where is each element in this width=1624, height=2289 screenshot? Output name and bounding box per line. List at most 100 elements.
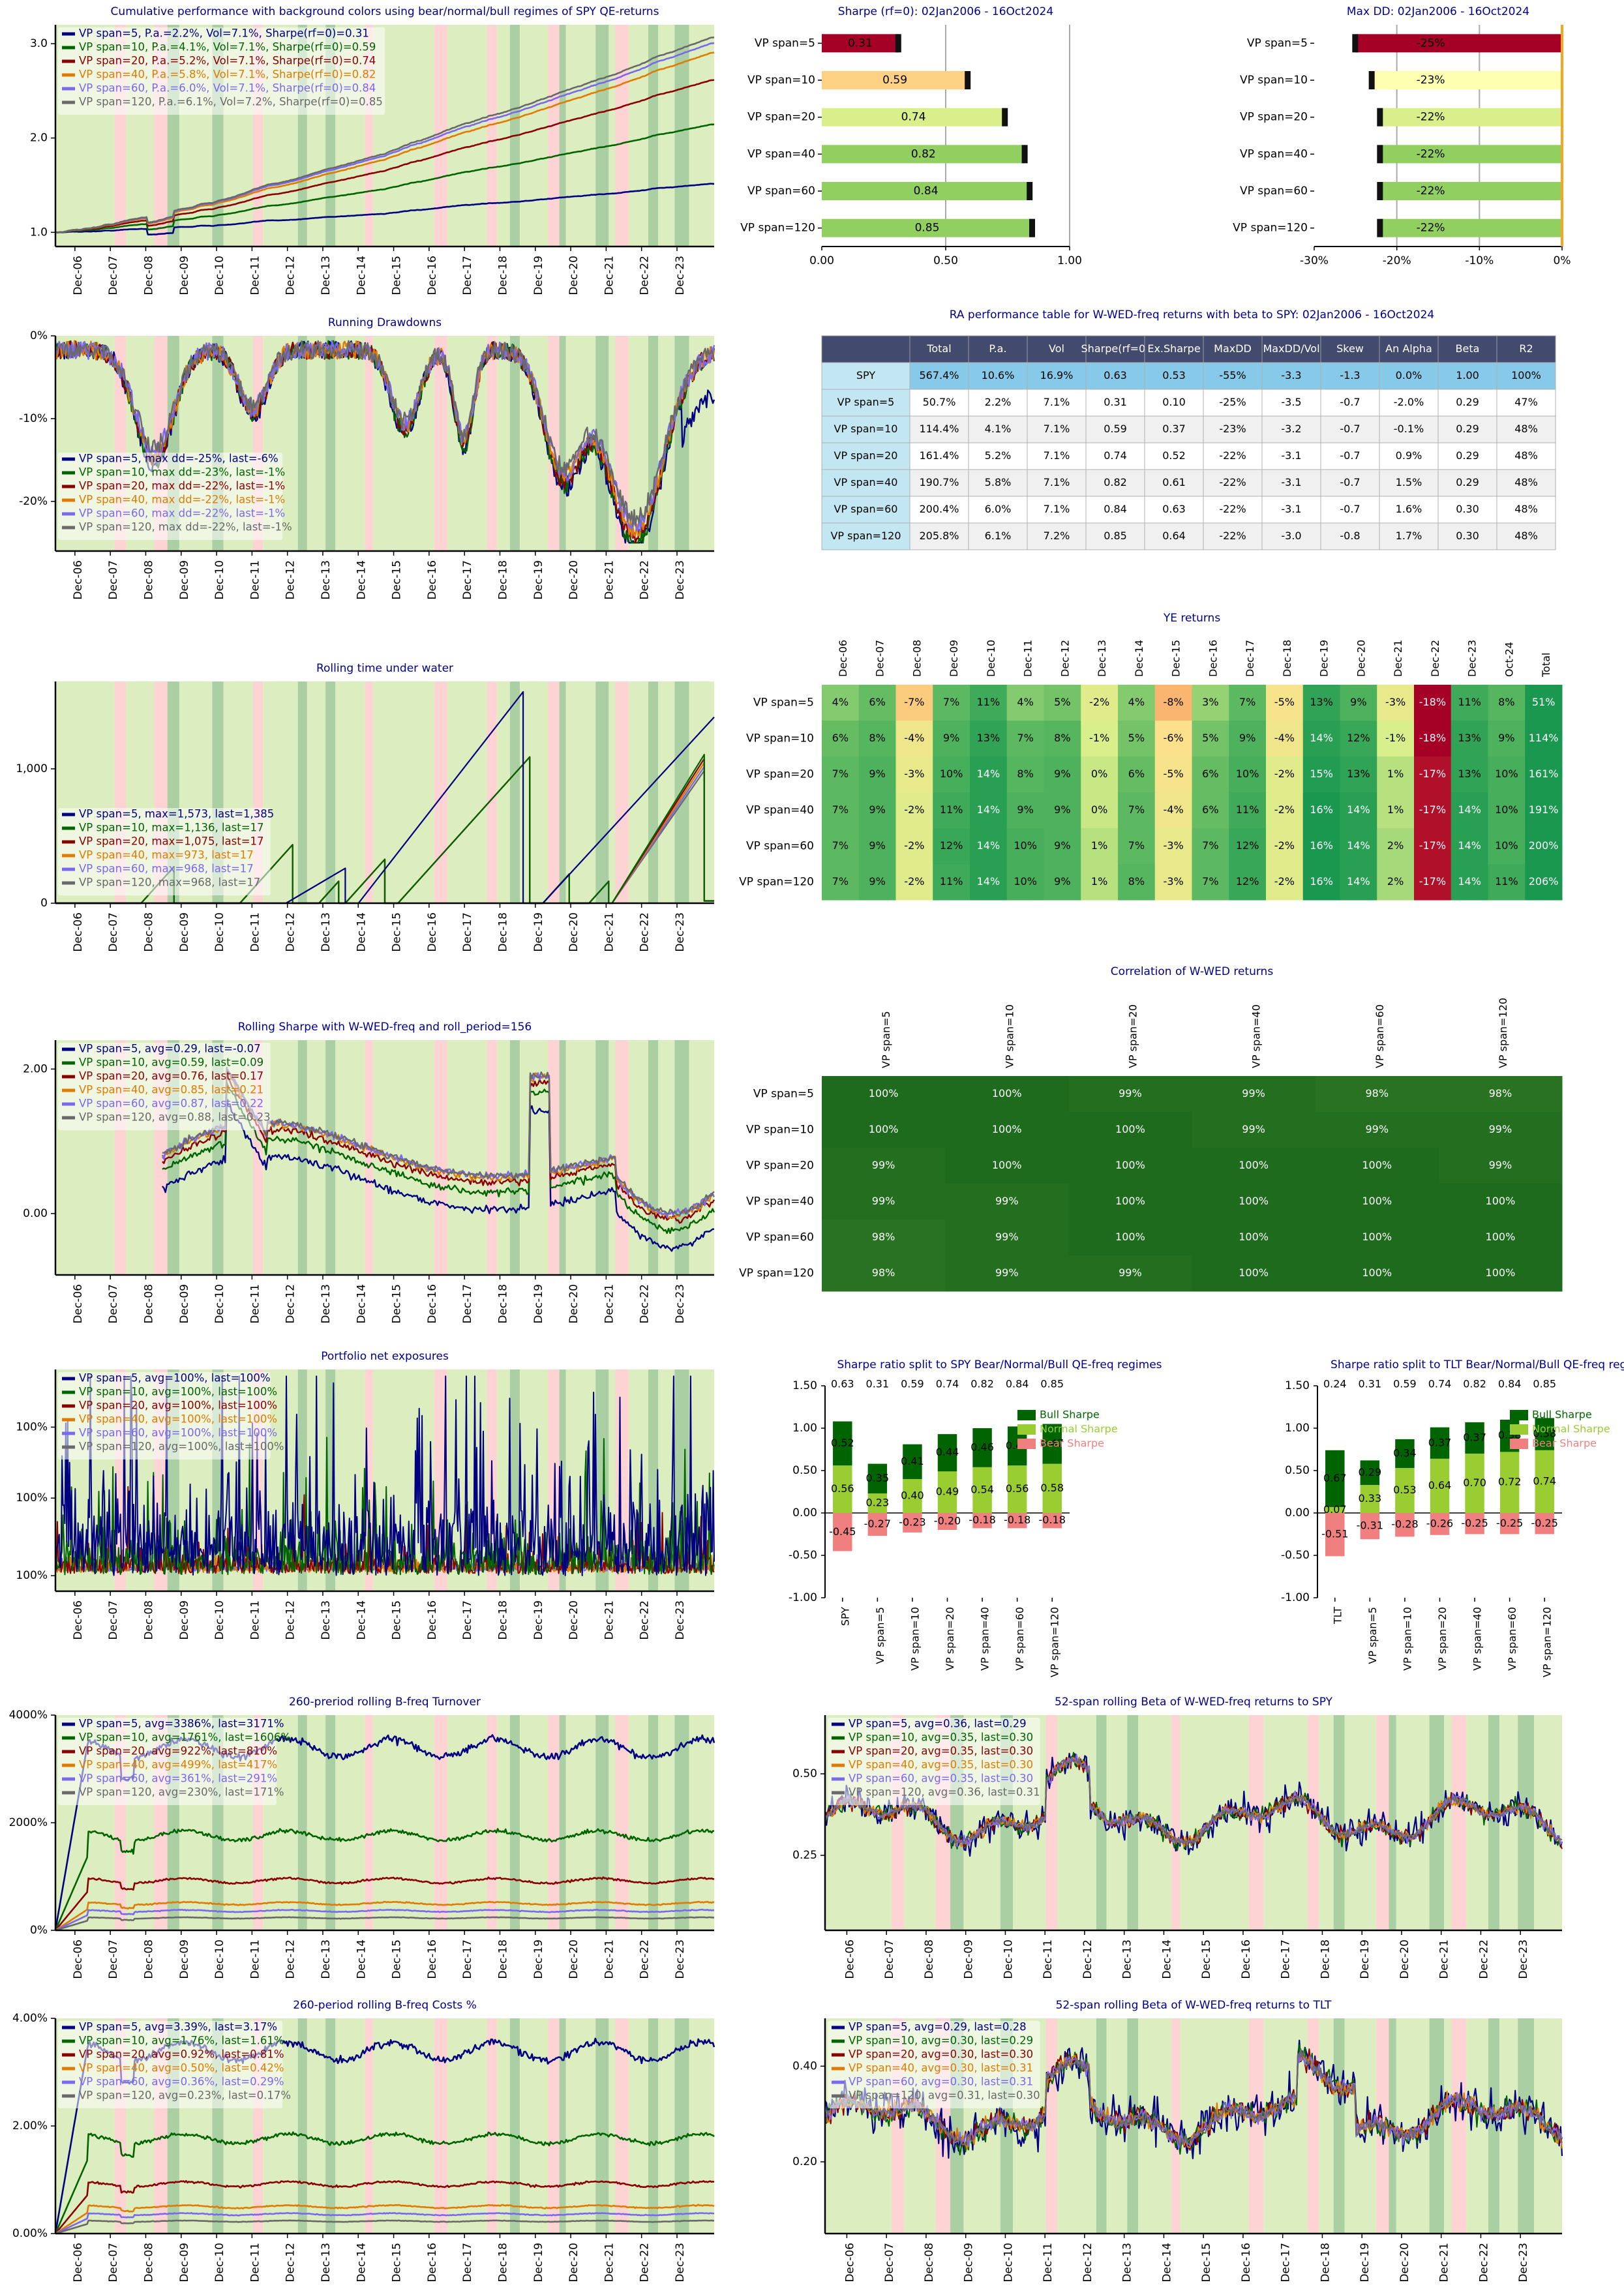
heatmap-cell — [822, 1255, 946, 1292]
table-cell — [1320, 362, 1380, 390]
y-tick-label: 1.00 — [792, 1422, 817, 1435]
regime-band — [487, 2018, 497, 2234]
table-cell-value: 0.29 — [1456, 449, 1479, 462]
regime-band — [487, 1040, 497, 1275]
regime-band — [559, 1369, 566, 1591]
regime-band — [615, 1040, 629, 1275]
table-header-cell — [1085, 335, 1145, 363]
heatmap-cell-value: 4% — [832, 696, 849, 708]
regime-band — [1333, 2018, 1345, 2234]
x-tick-label: SPY — [839, 1607, 851, 1626]
heatmap-cell — [858, 685, 896, 721]
heatmap-cell-value: 11% — [940, 875, 963, 888]
table-cell-value: 7.1% — [1044, 476, 1070, 488]
y-tick-label: -1.00 — [789, 1591, 817, 1604]
x-tick-label: Dec-18 — [496, 1600, 509, 1640]
heatmap-cell-value: -2% — [904, 803, 924, 816]
category-label: VP span=10 — [747, 74, 815, 87]
bar-value-label: -22% — [1417, 185, 1445, 198]
heatmap-cell-value: 100% — [1486, 1231, 1516, 1243]
column-label: Oct-24 — [1503, 642, 1515, 677]
regime-band — [1319, 2018, 1334, 2234]
beta-series-line — [824, 1756, 1563, 1848]
x-tick-label: Dec-11 — [248, 1939, 262, 1979]
y-tick-label: 1,000 — [16, 762, 48, 775]
y-tick-label: 4.00% — [12, 2012, 48, 2025]
table-cell — [1027, 522, 1087, 550]
heatmap-cell-value: 8% — [1054, 732, 1070, 744]
heatmap-cell — [1414, 864, 1452, 901]
table-cell — [1379, 389, 1439, 417]
x-tick-label: Dec-15 — [391, 2243, 404, 2282]
regime-band — [1333, 1715, 1345, 1930]
x-tick-label: Dec-08 — [142, 912, 155, 952]
heatmap-cell-value: 0% — [1091, 803, 1107, 816]
bull-sharpe-label: 0.38 — [1533, 1428, 1556, 1440]
table-cell-value: SPY — [856, 369, 875, 382]
heatmap-cell — [1340, 685, 1377, 721]
x-tick-label: Dec-21 — [1438, 1939, 1451, 1979]
table-header-cell — [1320, 335, 1380, 363]
legend-entry: VP span=120, avg=0.23%, last=0.17% — [79, 2089, 291, 2102]
table-cell-value: 50.7% — [923, 396, 956, 408]
heatmap-cell — [822, 1219, 946, 1256]
regime-band — [609, 25, 616, 247]
legend-entry: VP span=20, avg=0.30, last=0.30 — [849, 2048, 1033, 2061]
regime-band — [1248, 1715, 1264, 1930]
category-label: VP span=40 — [747, 147, 815, 160]
heatmap-cell-value: 14% — [1347, 803, 1370, 816]
table-cell-value: 0.29 — [1456, 396, 1479, 408]
bar-value-label: 0.59 — [882, 74, 907, 87]
column-label: Dec-07 — [874, 640, 886, 677]
panel-beta_spy: 0.25 0.50 Dec-06 Dec-07 Dec-08 Dec-09 Dec-10 De… — [792, 1715, 1563, 1979]
regime-band — [1389, 1715, 1396, 1930]
heatmap-cell — [1266, 828, 1304, 865]
x-tick-label: Dec-16 — [426, 1939, 439, 1979]
heatmap-cell — [970, 721, 1008, 757]
table-cell — [1203, 389, 1263, 417]
x-tick-label: Dec-12 — [284, 912, 297, 952]
cumperf-series-line — [55, 36, 715, 233]
heatmap-cell — [1192, 721, 1229, 757]
heatmap-cell — [1229, 864, 1267, 901]
table-header-label: MaxDD — [1214, 342, 1252, 355]
x-tick-label: Dec-09 — [178, 912, 191, 952]
heatmap-cell — [1438, 1112, 1563, 1148]
heatmap-cell-value: 100% — [869, 1123, 899, 1135]
heatmap-cell — [1488, 721, 1526, 757]
regime-band — [335, 681, 365, 903]
heatmap-cell-value: 100% — [1486, 1266, 1516, 1279]
heatmap-cell — [1192, 1112, 1316, 1148]
x-tick-label: VP span=10 — [909, 1607, 921, 1671]
heatmap-cell-value: -17% — [1419, 768, 1446, 780]
x-tick-label: Dec-07 — [107, 912, 120, 952]
table-cell — [1261, 496, 1321, 524]
heatmap-cell-value: 99% — [1242, 1123, 1265, 1135]
category-label: VP span=5 — [755, 37, 815, 50]
panel-tuw: 0 1,000 Dec-06 Dec-07 Dec-08 Dec-09 Dec-10 Dec-… — [16, 681, 715, 952]
heatmap-cell-value: 100% — [869, 1087, 899, 1100]
regime-band — [595, 2018, 609, 2234]
legend-box — [58, 808, 271, 895]
x-tick-label: Dec-13 — [320, 912, 333, 952]
heatmap-cell — [1229, 828, 1267, 865]
table-cell-value: 0.64 — [1162, 530, 1186, 542]
category-label: VP span=60 — [747, 185, 815, 198]
bar-value-label: 0.85 — [915, 222, 940, 235]
table-cell-value: -55% — [1219, 369, 1246, 382]
heatmap-cell — [1451, 792, 1488, 829]
x-tick-label: Dec-10 — [213, 2243, 226, 2282]
table-cell — [1496, 389, 1556, 417]
table-cell-value: 0.85 — [1104, 530, 1127, 542]
x-tick-label: Dec-13 — [320, 1939, 333, 1979]
table-cell-value: -3.1 — [1281, 449, 1301, 462]
x-tick-label: Dec-15 — [391, 256, 404, 295]
regime-band — [565, 1715, 596, 1930]
regime-band — [365, 1040, 373, 1275]
heatmap-cell — [895, 792, 933, 829]
x-tick-label: Dec-13 — [1121, 2243, 1134, 2282]
regime-band — [487, 336, 497, 551]
heatmap-cell-value: 7% — [832, 803, 849, 816]
bear-sharpe-bar — [1007, 1513, 1027, 1529]
heatmap-cell — [1302, 685, 1340, 721]
